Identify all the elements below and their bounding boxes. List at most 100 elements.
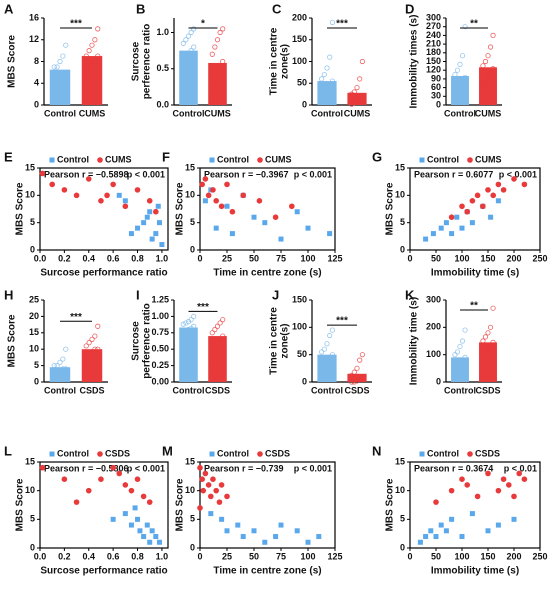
- y-tick-label: 50: [297, 78, 307, 88]
- y-tick-label: 0: [436, 376, 441, 386]
- x-tick-label: CUMS: [344, 108, 371, 118]
- data-point: [457, 61, 463, 68]
- data-point: [428, 528, 434, 534]
- data-point: [60, 366, 66, 372]
- x-axis-title: Surcose performance ratio: [40, 566, 167, 577]
- data-point: [39, 464, 46, 471]
- data-point: [459, 476, 465, 483]
- data-point: [452, 352, 458, 358]
- annotation: Pearson r = 0.3674: [414, 463, 493, 473]
- data-point: [480, 63, 486, 69]
- data-point: [156, 220, 162, 226]
- data-point: [61, 476, 68, 483]
- data-point: [480, 338, 486, 344]
- y-tick-label: 180: [426, 47, 441, 57]
- data-point: [495, 181, 502, 188]
- data-point: [454, 365, 461, 371]
- y-tick-label: 60: [431, 82, 441, 92]
- x-tick-label: 50: [431, 253, 441, 263]
- data-point: [156, 539, 162, 545]
- legend-marker: [97, 157, 103, 163]
- bar: [317, 81, 337, 105]
- y-tick-label: 300: [426, 294, 441, 304]
- data-point: [423, 236, 429, 242]
- data-point: [83, 359, 89, 365]
- data-point: [305, 225, 311, 231]
- y-tick-label: 5: [190, 514, 195, 524]
- data-point: [487, 324, 494, 330]
- legend-marker: [49, 451, 55, 457]
- data-point: [273, 534, 279, 540]
- data-point: [213, 225, 219, 231]
- data-point: [490, 339, 496, 345]
- y-tick-label: 0.25: [151, 360, 169, 370]
- data-point: [60, 53, 66, 59]
- x-tick-label: Control: [311, 108, 343, 118]
- legend-label: Control: [427, 154, 459, 164]
- x-tick-label: 0.0: [34, 253, 47, 263]
- legend-marker: [257, 157, 263, 163]
- data-point: [482, 334, 489, 340]
- data-point: [180, 40, 186, 46]
- y-tick-label: 20: [29, 311, 39, 321]
- data-point: [459, 534, 465, 540]
- data-point: [95, 26, 101, 32]
- data-point: [359, 375, 365, 381]
- data-point: [180, 336, 186, 342]
- data-point: [83, 75, 89, 81]
- x-axis-title: Surcose performance ratio: [40, 268, 167, 279]
- legend-marker: [257, 451, 263, 457]
- y-tick-label: 0: [34, 376, 39, 386]
- data-point: [495, 198, 501, 204]
- legend-label: CSDS: [105, 448, 130, 458]
- data-point: [318, 368, 325, 374]
- y-axis-title: Surcose: [131, 41, 142, 81]
- x-tick-label: 250: [532, 551, 547, 561]
- data-point: [220, 333, 226, 339]
- data-point: [224, 203, 230, 209]
- data-point: [430, 231, 436, 237]
- x-tick-label: 200: [506, 253, 521, 263]
- x-axis-title: Immobility time (s): [431, 566, 519, 577]
- x-tick-label: 150: [480, 253, 495, 263]
- data-point: [217, 320, 223, 326]
- bar: [347, 373, 367, 382]
- annotation: Pearson r = −0.5806: [44, 463, 129, 473]
- data-point: [294, 209, 300, 215]
- data-point: [348, 101, 355, 107]
- panel-letter: L: [4, 443, 12, 458]
- data-point: [209, 51, 215, 57]
- y-tick-label: 0: [302, 99, 307, 109]
- data-point: [459, 338, 466, 344]
- y-tick-label: 5: [190, 217, 195, 227]
- data-point: [92, 37, 98, 43]
- y-tick-label: 0: [190, 542, 195, 552]
- legend-label: CUMS: [475, 154, 502, 164]
- data-point: [459, 53, 466, 59]
- data-point: [116, 470, 123, 477]
- x-tick-label: Control: [444, 385, 476, 395]
- plot-frame: [199, 167, 336, 251]
- data-point: [86, 340, 92, 346]
- data-point: [329, 352, 335, 358]
- data-point: [452, 371, 458, 377]
- y-tick-label: 200: [426, 322, 441, 332]
- data-point: [229, 208, 236, 215]
- panel-letter: H: [4, 287, 13, 302]
- data-point: [63, 42, 69, 48]
- data-point: [251, 214, 257, 220]
- data-point: [122, 203, 129, 210]
- y-axis-title: Surcose: [131, 321, 142, 361]
- data-point: [351, 369, 357, 375]
- legend-label: CSDS: [265, 448, 290, 458]
- data-point: [153, 208, 159, 215]
- data-point: [122, 511, 128, 517]
- x-tick-label: 200: [506, 551, 521, 561]
- y-tick-label: 15: [395, 162, 405, 172]
- data-point: [98, 198, 104, 204]
- data-point: [262, 539, 268, 545]
- data-point: [217, 29, 223, 36]
- panel-letter: C: [272, 1, 282, 16]
- data-point: [487, 69, 494, 75]
- y-tick-label: 0: [302, 376, 307, 386]
